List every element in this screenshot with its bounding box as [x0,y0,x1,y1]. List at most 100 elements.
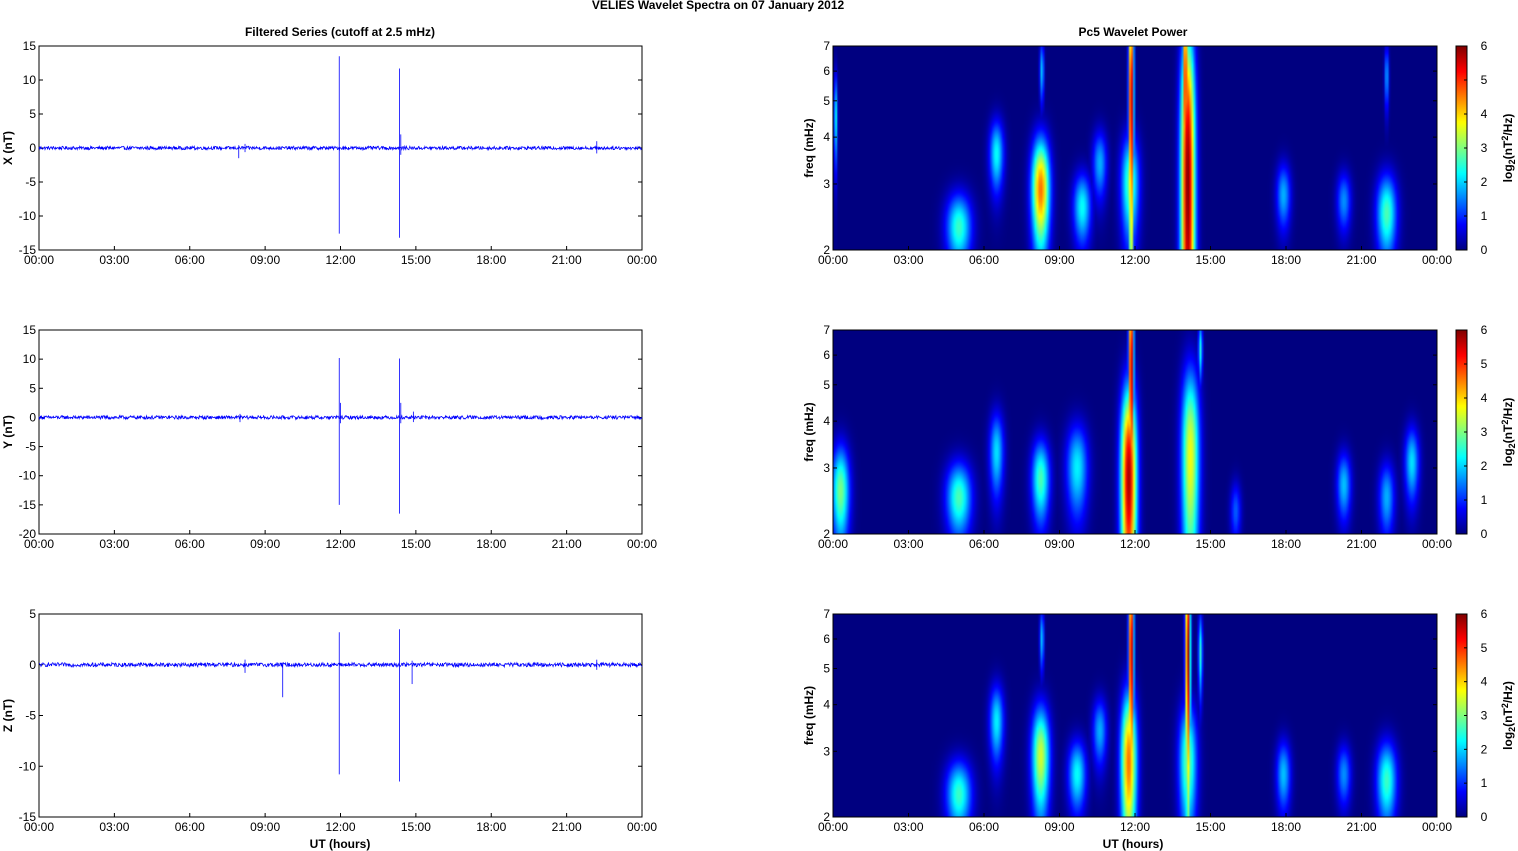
colorbar-tick-label: 4 [1481,107,1488,121]
y-tick-label: -10 [19,469,37,483]
x-tick-label: 21:00 [552,537,582,551]
x-tick-label: 06:00 [175,537,205,551]
x-tick-label: 18:00 [1271,537,1301,551]
colorbar-gradient [1456,330,1467,534]
wavelet-power-image [833,614,1437,817]
colorbar-tick-label: 0 [1481,243,1488,257]
y-tick-label: 6 [823,348,830,362]
x-tick-label: 21:00 [1346,820,1376,834]
plot-area [38,329,643,535]
x-tick-label: 09:00 [1044,820,1074,834]
x-tick-label: 15:00 [1195,820,1225,834]
left-xlabel: UT (hours) [310,837,371,851]
x-tick-label: 09:00 [250,820,280,834]
colorbar-tick-label: 0 [1481,527,1488,541]
colorbar-tick-label: 2 [1481,742,1488,756]
series-line [38,144,643,152]
x-tick-label: 18:00 [1271,253,1301,267]
y-tick-label: 2 [823,243,830,257]
y-tick-label: -15 [19,243,37,257]
colorbar-tick-label: 5 [1481,73,1488,87]
y-axis-label: freq (mHz) [802,118,816,177]
x-tick-label: 12:00 [1120,253,1150,267]
x-tick-label: 06:00 [969,820,999,834]
x-tick-label: 15:00 [401,537,431,551]
y-tick-label: 15 [23,39,37,53]
x-tick-label: 18:00 [476,253,506,267]
y-axis-label: Z (nT) [1,699,15,732]
wavelet-panel-z: 2 3 4 5 6 7 00:00 03:00 06:00 09:00 12:00 15:00 18:0… [802,607,1517,834]
y-tick-label: 5 [29,381,36,395]
y-tick-label: 5 [823,662,830,676]
colorbar-tick-label: 1 [1481,776,1488,790]
y-tick-label: 3 [823,744,830,758]
y-tick-label: 7 [823,39,830,53]
colorbar-tick-label: 6 [1481,607,1488,621]
colorbar-tick-label: 0 [1481,810,1488,824]
x-tick-label: 00:00 [24,537,54,551]
x-tick-label: 00:00 [627,537,657,551]
y-tick-label: 15 [23,323,37,337]
x-tick-label: 21:00 [1346,537,1376,551]
timeseries-panel-z: -15 -10 -5 0 5 00:00 03:00 06:00 09:00 12:00 15:00… [1,607,657,834]
x-tick-label: 18:00 [1271,820,1301,834]
x-tick-label: 15:00 [1195,537,1225,551]
colorbar-gradient [1456,614,1467,817]
colorbar-tick-label: 3 [1481,709,1488,723]
x-tick-label: 18:00 [476,537,506,551]
x-tick-label: 00:00 [818,537,848,551]
x-tick-label: 12:00 [1120,820,1150,834]
y-tick-label: 4 [823,698,830,712]
x-tick-label: 00:00 [24,820,54,834]
y-tick-label: 0 [29,658,36,672]
y-tick-label: -10 [19,209,37,223]
colorbar-label: log2(nT2/Hz) [1500,681,1517,750]
y-tick-label: -5 [25,175,36,189]
x-tick-label: 12:00 [325,820,355,834]
colorbar: 0 1 2 3 4 5 6 log2(nT2/Hz) [1455,39,1517,257]
x-tick-label: 00:00 [1422,537,1452,551]
y-tick-label: -20 [19,527,37,541]
colorbar-tick-label: 1 [1481,209,1488,223]
x-tick-label: 00:00 [818,820,848,834]
x-tick-label: 00:00 [1422,253,1452,267]
x-tick-label: 00:00 [627,253,657,267]
x-tick-label: 15:00 [1195,253,1225,267]
colorbar-tick-label: 6 [1481,39,1488,53]
right-xlabel: UT (hours) [1103,837,1164,851]
right-column-title: Pc5 Wavelet Power [1079,25,1188,39]
x-tick-label: 00:00 [24,253,54,267]
y-tick-label: -5 [25,440,36,454]
y-tick-label: 3 [823,461,830,475]
colorbar-tick-label: 3 [1481,141,1488,155]
x-tick-label: 03:00 [893,253,923,267]
x-tick-label: 03:00 [99,820,129,834]
y-tick-label: -15 [19,810,37,824]
x-tick-label: 03:00 [893,820,923,834]
y-tick-label: 2 [823,810,830,824]
y-axis-label: freq (mHz) [802,686,816,745]
colorbar-tick-label: 4 [1481,391,1488,405]
colorbar-label: log2(nT2/Hz) [1500,114,1517,183]
y-tick-label: 7 [823,607,830,621]
x-tick-label: 21:00 [552,253,582,267]
x-tick-label: 00:00 [1422,820,1452,834]
y-tick-label: -5 [25,709,36,723]
x-tick-label: 03:00 [99,253,129,267]
y-tick-label: 5 [823,94,830,108]
wavelet-panel-x: 2 3 4 5 6 7 00:00 03:00 06:00 09:00 12:00 15:00 18:0… [802,39,1517,267]
y-axis-label: Y (nT) [1,415,15,449]
wavelet-power-image [833,330,1437,534]
y-tick-label: 4 [823,130,830,144]
timeseries-panel-y: -20 -15 -10 -5 0 5 10 15 00:00 03:00 06:00 09:00 12:… [1,323,657,551]
y-tick-label: 2 [823,527,830,541]
y-tick-label: 0 [29,410,36,424]
y-tick-label: 5 [29,607,36,621]
colorbar-tick-label: 3 [1481,425,1488,439]
x-tick-label: 12:00 [1120,537,1150,551]
x-tick-label: 21:00 [552,820,582,834]
x-tick-label: 00:00 [627,820,657,834]
timeseries-panel-x: -15 -10 -5 0 5 10 15 00:00 03:00 06:00 09:00 12:00 1… [1,39,657,267]
x-tick-label: 09:00 [1044,537,1074,551]
